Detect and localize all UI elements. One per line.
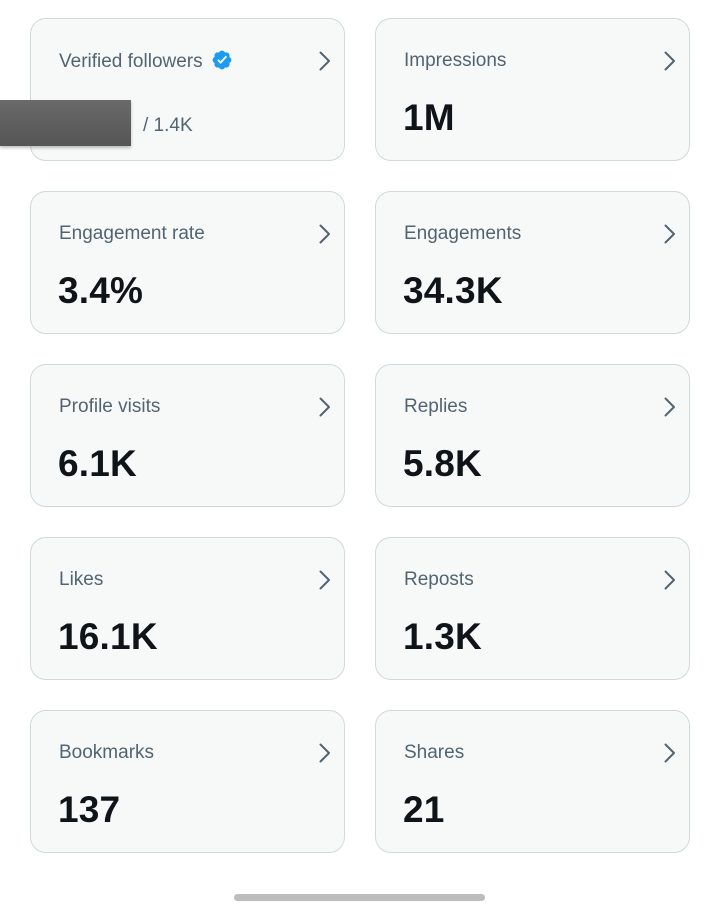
chevron-right-icon	[319, 224, 330, 244]
shares-label: Shares	[404, 742, 465, 763]
shares-card[interactable]: Shares 21	[375, 710, 690, 853]
chevron-right-icon	[664, 51, 675, 71]
verified-followers-total: / 1.4K	[143, 115, 193, 136]
chevron-right-icon	[664, 570, 675, 590]
chevron-right-icon	[664, 397, 675, 417]
shares-value: 21	[403, 789, 445, 830]
bookmarks-label: Bookmarks	[59, 742, 155, 763]
verified-badge-icon	[212, 50, 232, 70]
chevron-right-icon	[664, 224, 675, 244]
engagements-card[interactable]: Engagements 34.3K	[375, 191, 690, 334]
engagement-rate-value: 3.4%	[58, 270, 144, 311]
replies-value: 5.8K	[403, 443, 482, 484]
replies-label: Replies	[404, 396, 468, 417]
verified-followers-label: Verified followers	[59, 51, 203, 72]
redaction-block	[0, 100, 131, 146]
impressions-value: 1M	[403, 97, 455, 138]
home-indicator[interactable]	[234, 894, 485, 901]
profile-visits-value: 6.1K	[58, 443, 137, 484]
chevron-right-icon	[319, 51, 330, 71]
likes-label: Likes	[59, 569, 104, 590]
bookmarks-card[interactable]: Bookmarks 137	[30, 710, 345, 853]
engagements-label: Engagements	[404, 223, 522, 244]
replies-card[interactable]: Replies 5.8K	[375, 364, 690, 507]
engagements-value: 34.3K	[403, 270, 503, 311]
impressions-card[interactable]: Impressions 1M	[375, 18, 690, 161]
chevron-right-icon	[664, 743, 675, 763]
engagement-rate-card[interactable]: Engagement rate 3.4%	[30, 191, 345, 334]
reposts-card[interactable]: Reposts 1.3K	[375, 537, 690, 680]
reposts-label: Reposts	[404, 569, 474, 590]
bookmarks-value: 137	[58, 789, 121, 830]
impressions-label: Impressions	[404, 50, 507, 71]
chevron-right-icon	[319, 570, 330, 590]
likes-card[interactable]: Likes 16.1K	[30, 537, 345, 680]
engagement-rate-label: Engagement rate	[59, 223, 205, 244]
chevron-right-icon	[319, 397, 330, 417]
chevron-right-icon	[319, 743, 330, 763]
reposts-value: 1.3K	[403, 616, 482, 657]
profile-visits-label: Profile visits	[59, 396, 161, 417]
profile-visits-card[interactable]: Profile visits 6.1K	[30, 364, 345, 507]
likes-value: 16.1K	[58, 616, 158, 657]
